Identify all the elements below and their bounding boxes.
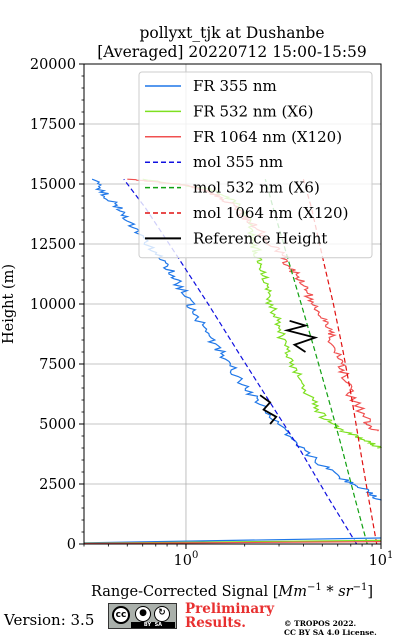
copyright-notice: © TROPOS 2022. CC BY SA 4.0 License. xyxy=(284,619,377,637)
copyright-line2: CC BY SA 4.0 License. xyxy=(284,628,377,637)
cc-icon: cc xyxy=(112,606,130,624)
lidar-signal-chart: pollyxt_tjk at Dushanbe [Averaged] 20220… xyxy=(1,24,394,600)
chart-title: pollyxt_tjk at Dushanbe xyxy=(139,24,324,42)
legend-item-3: mol 355 nm xyxy=(193,153,283,171)
series-line-6 xyxy=(259,394,278,425)
y-tick-label: 0 xyxy=(67,537,76,553)
preliminary-notice: Preliminary Results. xyxy=(185,602,274,630)
preliminary-line2: Results. xyxy=(185,615,246,631)
y-tick-label: 17500 xyxy=(30,117,76,133)
x-tick-label: 101 xyxy=(369,550,394,569)
y-tick-label: 10000 xyxy=(30,297,76,313)
y-tick-label: 7500 xyxy=(39,357,76,373)
y-tick-label: 12500 xyxy=(30,237,76,253)
y-axis-label: Height (m) xyxy=(1,264,17,344)
legend: FR 355 nm FR 532 nm (X6) FR 1064 nm (X120)… xyxy=(138,71,373,259)
series-line-6 xyxy=(283,319,319,353)
legend-item-2: FR 1064 nm (X120) xyxy=(193,128,342,146)
series-line-0 xyxy=(91,178,382,501)
preliminary-line1: Preliminary xyxy=(185,601,275,617)
x-axis-label: Range-Corrected Signal [Mm−1 * sr−1] xyxy=(91,582,373,600)
y-tick-label: 20000 xyxy=(30,57,76,73)
license-strip: BY SA xyxy=(131,622,175,628)
legend-item-6: Reference Height xyxy=(193,229,327,247)
x-tick-label: 100 xyxy=(174,550,199,569)
series-ground-355 xyxy=(83,537,382,544)
legend-item-0: FR 355 nm xyxy=(193,77,277,95)
attribution-icon: ● xyxy=(135,606,151,622)
copyright-line1: © TROPOS 2022. xyxy=(284,619,357,628)
legend-item-4: mol 532 nm (X6) xyxy=(193,179,320,197)
chart-subtitle: [Averaged] 20220712 15:00-15:59 xyxy=(97,43,367,61)
legend-item-5: mol 1064 nm (X120) xyxy=(193,204,348,222)
legend-item-1: FR 532 nm (X6) xyxy=(193,102,313,120)
axis-ticks: 0 2500 5000 7500 10000 12500 15000 17500 20000 10… xyxy=(30,57,394,569)
cc-license-badge: cc ● ↻ BY SA xyxy=(108,603,177,629)
series-ground-1064 xyxy=(83,540,382,545)
y-tick-label: 2500 xyxy=(39,477,76,493)
legend-box xyxy=(138,71,373,259)
version-label: Version: 3.5 xyxy=(4,611,95,629)
y-tick-label: 15000 xyxy=(30,177,76,193)
y-tick-label: 5000 xyxy=(39,417,76,433)
series-line-5 xyxy=(302,179,378,545)
share-alike-icon: ↻ xyxy=(154,606,170,622)
